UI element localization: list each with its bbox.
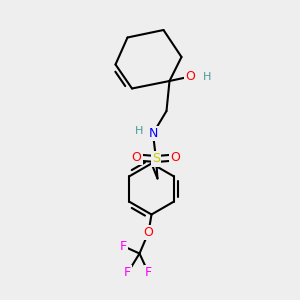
Text: S: S (152, 152, 160, 166)
Text: O: O (186, 70, 195, 83)
Text: N: N (148, 127, 158, 140)
Text: F: F (145, 266, 152, 280)
Text: H: H (135, 126, 144, 136)
Text: O: O (132, 151, 141, 164)
Text: F: F (124, 266, 131, 280)
Text: F: F (119, 239, 127, 253)
Text: H: H (203, 71, 211, 82)
Text: O: O (171, 151, 180, 164)
Text: O: O (144, 226, 153, 239)
